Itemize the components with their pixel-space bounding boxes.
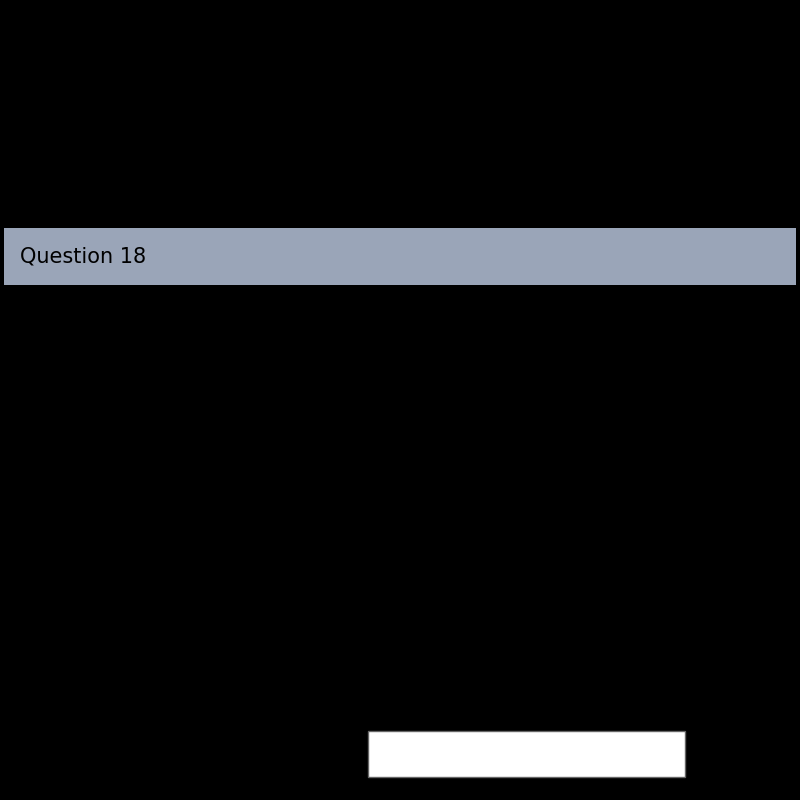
Text: In order for the lines to be parallel x=: In order for the lines to be parallel x= bbox=[28, 746, 342, 763]
Bar bbox=[4, 228, 796, 286]
Text: (2x)°: (2x)° bbox=[280, 551, 318, 566]
Bar bbox=[368, 731, 685, 777]
Text: (6x + 12)°: (6x + 12)° bbox=[350, 471, 430, 486]
Text: .: . bbox=[689, 746, 694, 763]
Text: b: b bbox=[681, 539, 692, 558]
Text: Find the value of x that will so that the lines will be parallel.: Find the value of x that will so that th… bbox=[28, 331, 523, 349]
Text: a: a bbox=[705, 454, 715, 471]
Text: Question 18: Question 18 bbox=[20, 246, 146, 266]
